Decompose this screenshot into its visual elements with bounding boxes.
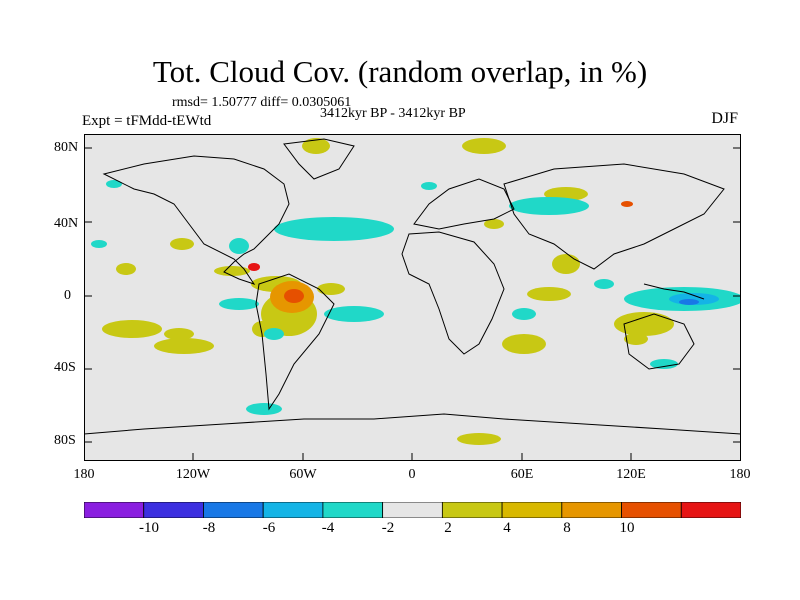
y-tick-80n: 80N [54,140,79,155]
x-tick-180w: 180 [73,467,95,482]
colorbar-box [680,502,741,518]
colorbar-label-3: -6 [262,520,276,536]
plot-title: Tot. Cloud Cov. (random overlap, in %) [152,54,648,89]
season-label: DJF [711,110,738,127]
colorbar-box [621,502,682,518]
stats-label: rmsd= 1.50777 diff= 0.0305061 [172,95,352,110]
x-tick-60e: 60E [510,467,534,482]
colorbar-label-5: -2 [381,520,395,536]
y-tick-0: 0 [64,288,71,303]
colorbar-box [561,502,622,518]
colorbar-label-8: 8 [563,520,571,536]
colorbar-label-2: -8 [202,520,216,536]
colorbar-label-6: 2 [444,520,452,536]
colorbar-label-4: -4 [321,520,335,536]
period-label: 3412kyr BP - 3412kyr BP [320,106,466,121]
y-tick-80s: 80S [54,433,76,448]
colorbar-box [441,502,503,518]
colorbar-box [203,502,264,518]
x-tick-180e: 180 [729,467,751,482]
colorbar-box [84,502,145,518]
experiment-label: Expt = tFMdd-tEWtd [82,113,212,129]
colorbar-box [382,502,443,518]
colorbar-label-7: 4 [503,520,511,536]
negative-anomaly-patches [91,180,741,415]
colorbar-label-9: 10 [619,520,635,536]
axis-ticks [84,147,741,461]
y-tick-40n: 40N [54,216,79,231]
y-tick-40s: 40S [54,360,76,375]
colorbar-label-1: -10 [139,520,159,536]
positive-anomaly-patches [102,138,674,445]
x-tick-60w: 60W [289,467,317,482]
x-tick-0: 0 [408,467,416,482]
colorbar-box [262,502,324,518]
colorbar-box [143,502,204,518]
x-tick-120w: 120W [175,467,211,482]
colorbar-box [501,502,563,518]
colorbar [84,502,741,518]
colorbar-box [322,502,384,518]
x-tick-120e: 120E [616,467,646,482]
cloud-cover-map [84,134,741,461]
coastlines [84,138,741,435]
strong-anomaly-patches [248,201,633,313]
